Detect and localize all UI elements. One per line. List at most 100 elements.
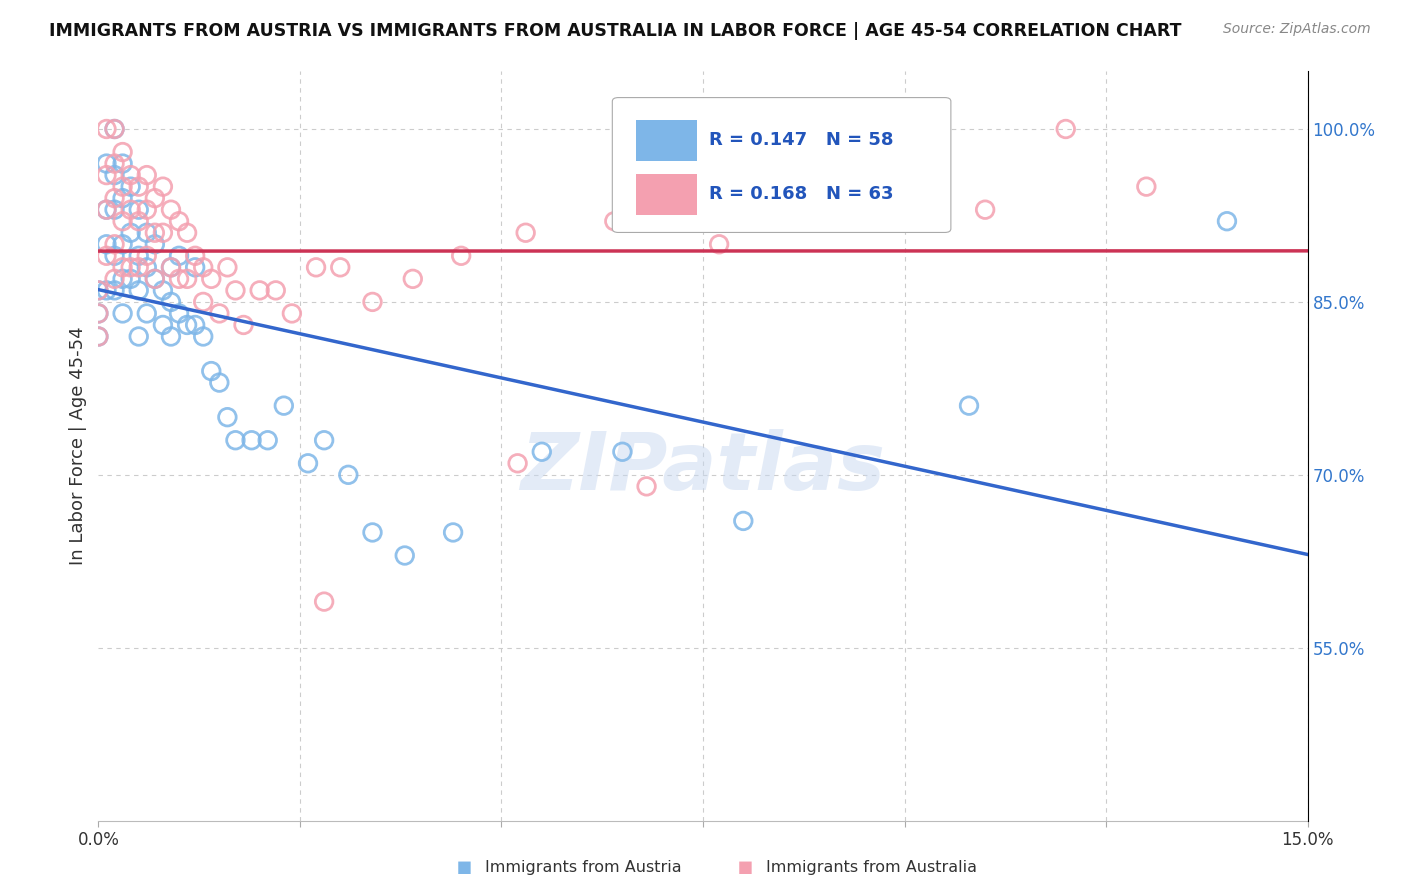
Point (200, 272, 222, 286)
Point (314, 434, 336, 448)
Text: ▪: ▪ (737, 855, 754, 879)
Point (96, 122, 118, 136)
Point (111, 191, 134, 205)
Point (232, 318, 254, 332)
Point (273, 399, 295, 413)
Point (152, 226, 174, 240)
Point (361, 294, 384, 309)
Point (135, 226, 157, 240)
Point (707, 237, 730, 252)
Point (103, 237, 125, 252)
Text: ZIPatlas: ZIPatlas (520, 429, 886, 508)
Point (111, 237, 134, 252)
Point (96, 284, 118, 298)
Point (193, 294, 215, 309)
Point (264, 284, 287, 298)
Point (314, 594, 336, 608)
Point (176, 226, 198, 240)
Point (1216, 214, 1239, 228)
Point (160, 202, 183, 217)
Point (135, 249, 157, 263)
Point (256, 434, 278, 448)
Point (305, 260, 328, 275)
Point (329, 260, 352, 275)
Point (135, 260, 157, 275)
Point (974, 202, 997, 217)
Point (96, 168, 118, 182)
Point (103, 122, 125, 136)
Point (957, 399, 980, 413)
Point (748, 122, 770, 136)
Point (103, 156, 125, 170)
Text: ▪: ▪ (456, 855, 472, 879)
Point (603, 214, 626, 228)
Point (120, 202, 142, 217)
Point (128, 329, 150, 343)
Point (96, 237, 118, 252)
Point (111, 214, 134, 228)
FancyBboxPatch shape (613, 97, 950, 233)
Point (506, 456, 529, 470)
Point (184, 260, 207, 275)
Point (217, 260, 239, 275)
Point (96, 249, 118, 263)
Point (143, 272, 166, 286)
Point (152, 284, 174, 298)
Point (160, 329, 183, 343)
Point (96, 202, 118, 217)
Point (143, 272, 166, 286)
Point (135, 168, 157, 182)
Point (103, 284, 125, 298)
Point (167, 272, 190, 286)
Point (87, 306, 110, 320)
Point (120, 272, 142, 286)
Point (249, 284, 271, 298)
Point (176, 318, 198, 332)
Point (103, 168, 125, 182)
Point (450, 249, 472, 263)
Point (160, 260, 183, 275)
Point (167, 306, 190, 320)
Point (160, 294, 183, 309)
Point (167, 249, 190, 263)
Bar (637, 174, 697, 215)
Text: R = 0.147   N = 58: R = 0.147 N = 58 (709, 131, 894, 149)
Point (160, 260, 183, 275)
Point (441, 525, 464, 540)
Point (87, 306, 110, 320)
Point (128, 214, 150, 228)
Point (167, 214, 190, 228)
Point (103, 122, 125, 136)
Point (128, 284, 150, 298)
Point (143, 226, 166, 240)
Point (821, 202, 844, 217)
Point (530, 444, 553, 458)
Point (208, 306, 231, 320)
Point (103, 202, 125, 217)
Point (96, 156, 118, 170)
Point (143, 237, 166, 252)
Point (111, 306, 134, 320)
Point (337, 467, 360, 482)
Point (103, 191, 125, 205)
Point (152, 179, 174, 194)
Point (394, 549, 416, 563)
Point (120, 226, 142, 240)
Point (128, 179, 150, 194)
Point (111, 156, 134, 170)
Point (111, 179, 134, 194)
Point (515, 226, 537, 240)
Point (120, 168, 142, 182)
Point (184, 318, 207, 332)
Point (224, 284, 246, 298)
Point (143, 191, 166, 205)
Point (281, 306, 304, 320)
Point (184, 249, 207, 263)
Point (128, 202, 150, 217)
Point (87, 329, 110, 343)
Text: Source: ZipAtlas.com: Source: ZipAtlas.com (1223, 22, 1371, 37)
Point (87, 284, 110, 298)
Bar (637, 120, 697, 161)
Point (361, 525, 384, 540)
Point (402, 272, 425, 286)
